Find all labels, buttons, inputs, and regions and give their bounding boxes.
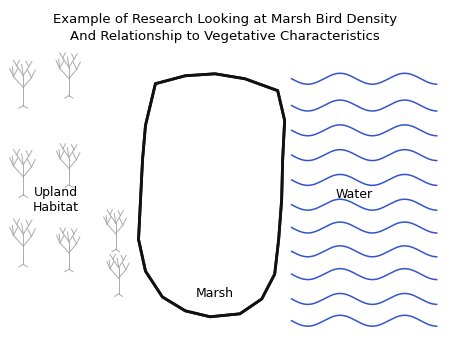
Text: Water: Water	[336, 188, 373, 201]
Text: Marsh: Marsh	[196, 287, 234, 300]
Text: Example of Research Looking at Marsh Bird Density
And Relationship to Vegetative: Example of Research Looking at Marsh Bir…	[53, 13, 397, 43]
Polygon shape	[139, 74, 285, 317]
Text: Upland
Habitat: Upland Habitat	[33, 186, 79, 214]
